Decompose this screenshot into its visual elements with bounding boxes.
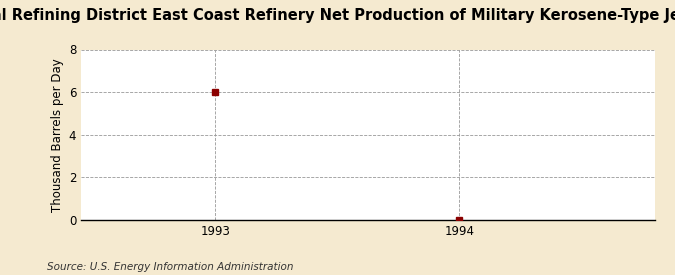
Text: Annual Refining District East Coast Refinery Net Production of Military Kerosene: Annual Refining District East Coast Refi… <box>0 8 675 23</box>
Text: Source: U.S. Energy Information Administration: Source: U.S. Energy Information Administ… <box>47 262 294 272</box>
Y-axis label: Thousand Barrels per Day: Thousand Barrels per Day <box>51 58 65 212</box>
